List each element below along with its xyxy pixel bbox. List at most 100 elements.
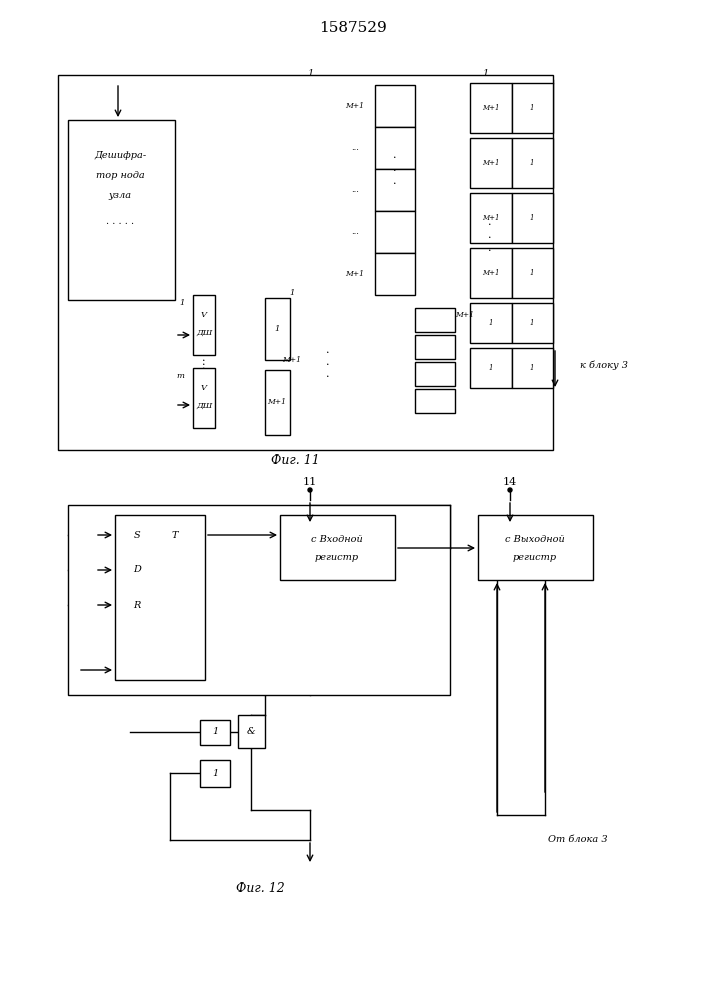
Bar xyxy=(68,120,175,300)
Text: с Входной: с Входной xyxy=(311,536,363,544)
Text: 1: 1 xyxy=(482,68,488,78)
Text: 1: 1 xyxy=(489,319,493,327)
Text: m: m xyxy=(176,372,184,380)
Bar xyxy=(512,138,553,188)
Text: 1: 1 xyxy=(489,364,493,372)
Bar xyxy=(470,348,512,388)
Text: 1: 1 xyxy=(530,214,534,222)
Text: 1: 1 xyxy=(180,299,185,307)
Text: 1: 1 xyxy=(212,768,218,778)
Bar xyxy=(375,253,415,295)
Text: с Выходной: с Выходной xyxy=(505,536,565,544)
Text: ...: ... xyxy=(351,144,359,152)
Text: тор нода: тор нода xyxy=(95,170,144,180)
Text: M+1: M+1 xyxy=(482,269,500,277)
Bar xyxy=(375,85,415,127)
Text: M+1: M+1 xyxy=(267,398,286,406)
Bar xyxy=(512,248,553,298)
Bar xyxy=(68,505,450,695)
Text: регистр: регистр xyxy=(315,554,359,562)
Text: 1: 1 xyxy=(530,269,534,277)
Text: 14: 14 xyxy=(503,477,517,487)
Text: регистр: регистр xyxy=(513,554,557,562)
Bar xyxy=(200,760,230,787)
Text: .: . xyxy=(202,357,206,367)
Text: 1: 1 xyxy=(530,104,534,112)
Bar xyxy=(415,389,455,413)
Text: V: V xyxy=(201,384,207,392)
Bar xyxy=(415,335,455,359)
Text: M+1: M+1 xyxy=(346,102,365,110)
Text: От блока 3: От блока 3 xyxy=(548,836,607,844)
Text: 1: 1 xyxy=(530,319,534,327)
Text: .: . xyxy=(326,369,329,379)
Text: Дешифра-: Дешифра- xyxy=(94,150,146,159)
Bar xyxy=(58,75,553,450)
Text: &: & xyxy=(247,726,255,736)
Text: к блоку 3: к блоку 3 xyxy=(580,360,628,370)
Text: 1: 1 xyxy=(530,159,534,167)
Text: . . . . .: . . . . . xyxy=(106,218,134,227)
Text: узла: узла xyxy=(108,190,132,200)
Text: 1: 1 xyxy=(307,68,313,78)
Bar xyxy=(470,193,512,243)
Text: .: . xyxy=(393,163,397,173)
Bar xyxy=(415,362,455,386)
Bar xyxy=(193,295,215,355)
Text: 11: 11 xyxy=(303,477,317,487)
Text: ...: ... xyxy=(351,228,359,236)
Bar xyxy=(470,138,512,188)
Text: M+1: M+1 xyxy=(283,356,301,364)
Text: 1: 1 xyxy=(530,364,534,372)
Bar xyxy=(478,515,593,580)
Bar xyxy=(415,308,455,332)
Text: Фиг. 11: Фиг. 11 xyxy=(271,454,320,466)
Text: S: S xyxy=(134,530,140,540)
Text: ...: ... xyxy=(351,186,359,194)
Text: .: . xyxy=(489,217,492,227)
Text: .: . xyxy=(326,357,329,367)
Text: .: . xyxy=(393,150,397,160)
Bar xyxy=(470,248,512,298)
Text: M+1: M+1 xyxy=(346,270,365,278)
Bar xyxy=(512,193,553,243)
Text: .: . xyxy=(489,243,492,253)
Text: .: . xyxy=(326,345,329,355)
Bar xyxy=(238,715,265,748)
Bar xyxy=(265,370,290,435)
Text: M+1: M+1 xyxy=(482,104,500,112)
Text: Фиг. 12: Фиг. 12 xyxy=(235,882,284,894)
Text: ДШ: ДШ xyxy=(196,402,212,410)
Bar xyxy=(193,368,215,428)
Bar xyxy=(375,169,415,211)
Text: .: . xyxy=(202,353,206,363)
Text: 1587529: 1587529 xyxy=(319,21,387,35)
Text: M+1: M+1 xyxy=(482,214,500,222)
Bar xyxy=(470,83,512,133)
Text: T: T xyxy=(172,530,178,540)
Bar xyxy=(470,303,512,343)
Bar xyxy=(375,211,415,253)
Bar xyxy=(200,720,230,745)
Circle shape xyxy=(508,488,512,492)
Text: D: D xyxy=(133,566,141,574)
Text: .: . xyxy=(202,361,206,371)
Text: ДШ: ДШ xyxy=(196,329,212,337)
Circle shape xyxy=(308,488,312,492)
Text: .: . xyxy=(489,230,492,240)
Text: 1: 1 xyxy=(212,728,218,736)
Bar xyxy=(280,515,395,580)
Bar xyxy=(512,83,553,133)
Bar xyxy=(375,127,415,169)
Bar xyxy=(512,348,553,388)
Text: M+1: M+1 xyxy=(455,311,474,319)
Bar xyxy=(512,303,553,343)
Text: V: V xyxy=(201,311,207,319)
Bar xyxy=(115,515,205,680)
Text: 1: 1 xyxy=(289,289,295,297)
Text: 1: 1 xyxy=(274,325,280,333)
Text: .: . xyxy=(393,176,397,186)
Bar xyxy=(265,298,290,360)
Text: M+1: M+1 xyxy=(482,159,500,167)
Text: R: R xyxy=(134,600,141,609)
